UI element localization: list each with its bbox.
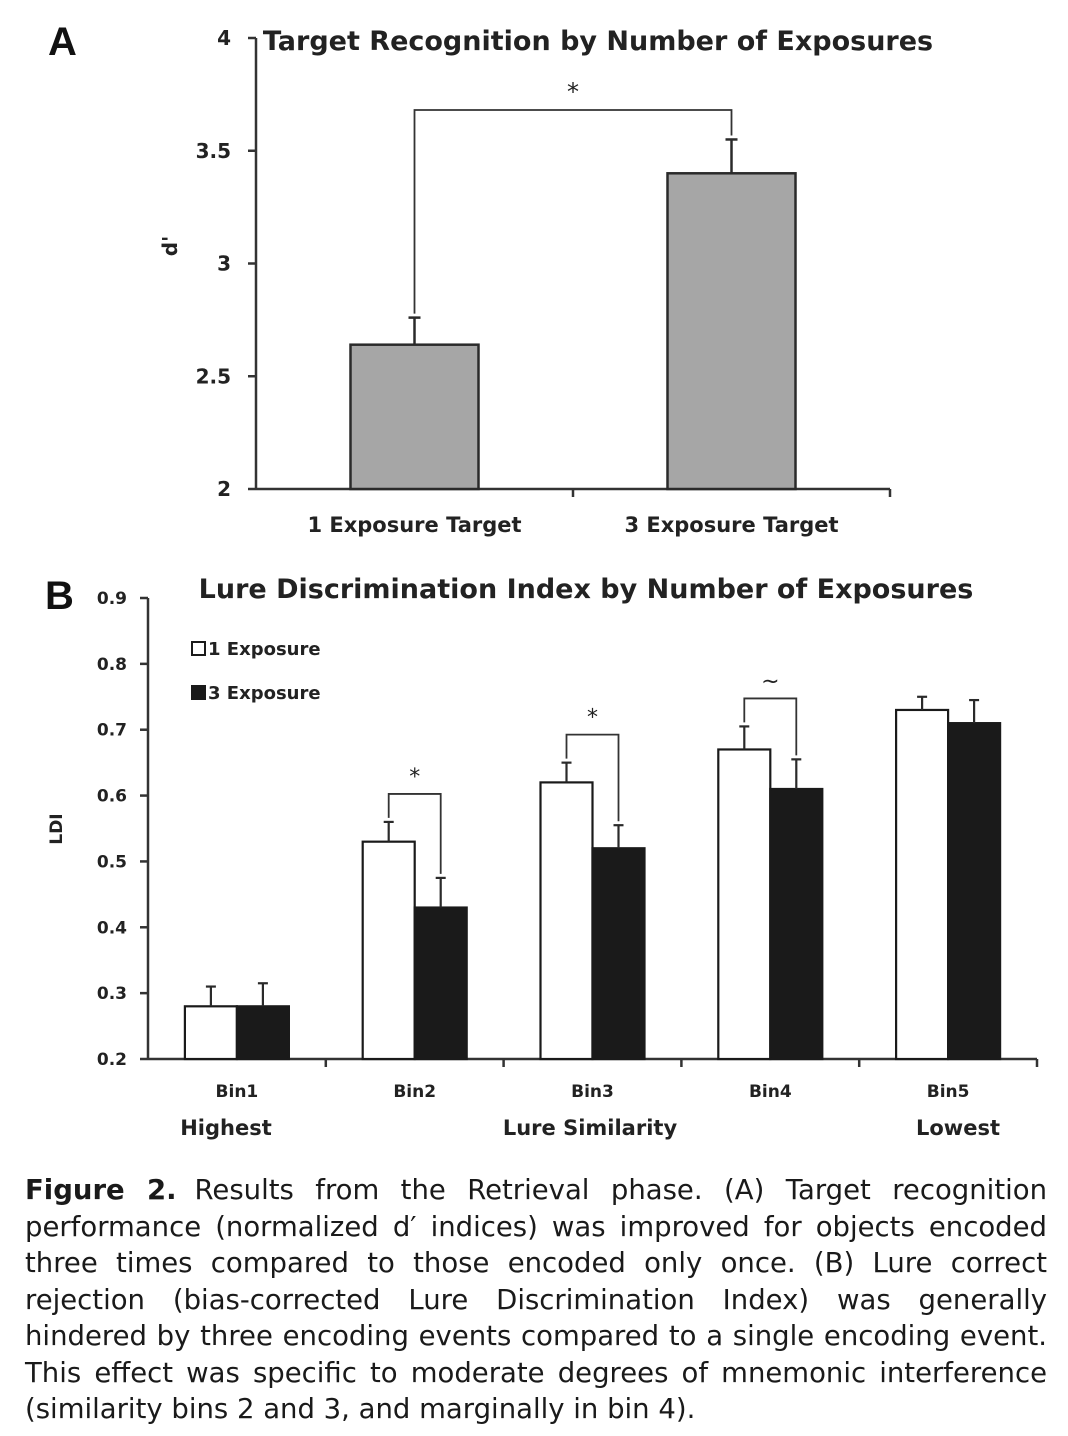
figure: A B Target Recognition by Number of Expo…: [45, 20, 1039, 1140]
y-tick-label: 0.3: [97, 984, 127, 1004]
significance-star: *: [409, 765, 420, 790]
significance-bracket: [743, 697, 798, 756]
bar-1-exposure: [361, 840, 416, 1061]
bar: [349, 343, 480, 491]
bar-1-exposure: [539, 781, 594, 1061]
y-tick-label: 0.5: [97, 852, 127, 872]
significance-star: *: [587, 706, 598, 731]
significance-bracket: [565, 733, 620, 822]
panel-b-letter: B: [45, 574, 74, 618]
marginal-significance-tilde: ~: [761, 669, 779, 694]
x-tick-label: 1 Exposure Target: [307, 513, 521, 537]
chart-b-ylabel: LDI: [47, 813, 67, 844]
chart-a-ylabel: d': [158, 236, 182, 256]
chart-b-xlabel: Lure Similarity: [503, 1116, 678, 1140]
x-tick-label: Bin4: [749, 1082, 792, 1102]
chart-b: Lure Discrimination Index by Number of E…: [47, 574, 1039, 1140]
legend-label: 3 Exposure: [208, 683, 321, 704]
y-tick-label: 0.6: [97, 787, 127, 807]
y-tick-label: 2: [217, 477, 231, 501]
bar-3-exposure: [591, 847, 646, 1061]
bar-1-exposure: [717, 748, 772, 1061]
significance-bracket: [413, 109, 733, 314]
bar-3-exposure: [769, 787, 824, 1061]
y-tick-label: 3: [217, 252, 231, 276]
caption-label: Figure 2.: [25, 1174, 177, 1206]
x-tick-label: Bin1: [216, 1082, 259, 1102]
y-tick-label: 2.5: [196, 364, 231, 388]
significance-bracket: [387, 793, 442, 874]
x-tick-label: Bin3: [571, 1082, 614, 1102]
chart-b-xlabel-lowest: Lowest: [916, 1116, 1000, 1140]
y-tick-label: 0.2: [97, 1050, 127, 1070]
x-tick-label: 3 Exposure Target: [624, 513, 838, 537]
significance-star: *: [567, 78, 579, 106]
bar-1-exposure: [894, 708, 950, 1061]
chart-b-xlabel-highest: Highest: [180, 1116, 272, 1140]
bar-1-exposure: [183, 1005, 238, 1061]
legend-label: 1 Exposure: [208, 639, 321, 660]
bar-3-exposure: [235, 1005, 290, 1061]
chart-b-title: Lure Discrimination Index by Number of E…: [199, 574, 974, 605]
bar-3-exposure: [413, 906, 468, 1061]
chart-a: Target Recognition by Number of Exposure…: [158, 26, 933, 537]
y-tick-label: 0.4: [97, 918, 127, 938]
y-tick-label: 0.8: [97, 655, 127, 675]
legend-swatch: [191, 641, 206, 656]
x-tick-label: Bin2: [393, 1082, 436, 1102]
chart-a-title: Target Recognition by Number of Exposure…: [263, 26, 933, 57]
bar-3-exposure: [946, 722, 1002, 1061]
legend-swatch: [191, 685, 206, 700]
y-tick-label: 0.9: [97, 589, 127, 609]
figure-caption: Figure 2. Results from the Retrieval phas…: [25, 1172, 1047, 1428]
y-tick-label: 3.5: [196, 139, 231, 163]
panel-a-letter: A: [48, 20, 77, 64]
x-tick-label: Bin5: [927, 1082, 970, 1102]
caption-text: Results from the Retrieval phase. (A) Ta…: [25, 1174, 1047, 1425]
y-tick-label: 4: [217, 26, 231, 50]
y-tick-label: 0.7: [97, 721, 127, 741]
bar: [666, 172, 797, 491]
